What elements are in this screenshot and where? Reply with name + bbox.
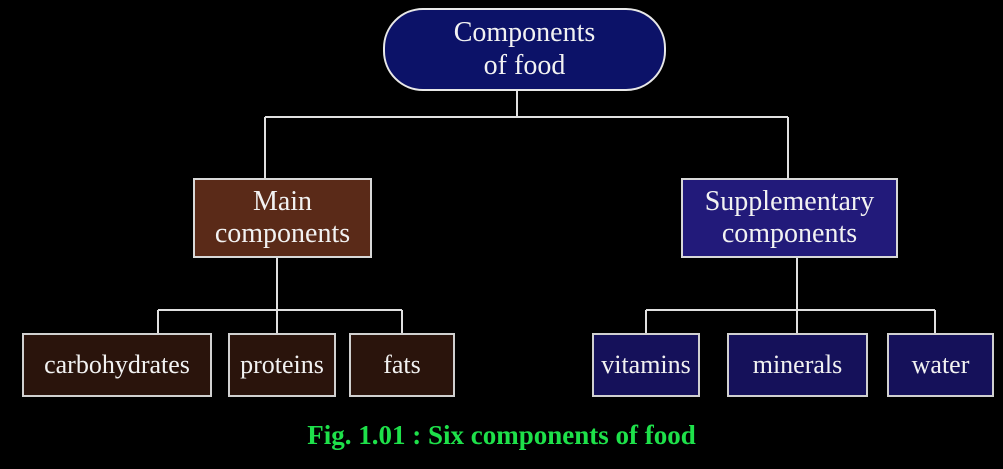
leaf-label: water — [911, 350, 970, 380]
leaf-node-fats: fats — [349, 333, 455, 397]
leaf-label: fats — [383, 350, 421, 380]
leaf-node-minerals: minerals — [727, 333, 868, 397]
branch-node-main-components: Main components — [193, 178, 372, 258]
leaf-label: vitamins — [601, 350, 691, 380]
leaf-node-proteins: proteins — [228, 333, 336, 397]
leaf-label: minerals — [752, 350, 843, 380]
leaf-node-water: water — [887, 333, 994, 397]
main-components-label: Main components — [214, 185, 351, 249]
leaf-label: proteins — [240, 350, 324, 380]
leaf-node-carbohydrates: carbohydrates — [22, 333, 212, 397]
branch-node-supplementary-components: Supplementary components — [681, 178, 898, 258]
supplementary-components-label: Supplementary components — [704, 185, 875, 249]
leaf-label: carbohydrates — [44, 350, 190, 380]
root-node-components-of-food: Components of food — [383, 8, 666, 91]
figure-caption: Fig. 1.01 : Six components of food — [307, 420, 696, 450]
root-node-label: Components of food — [453, 17, 596, 81]
leaf-node-vitamins: vitamins — [592, 333, 700, 397]
